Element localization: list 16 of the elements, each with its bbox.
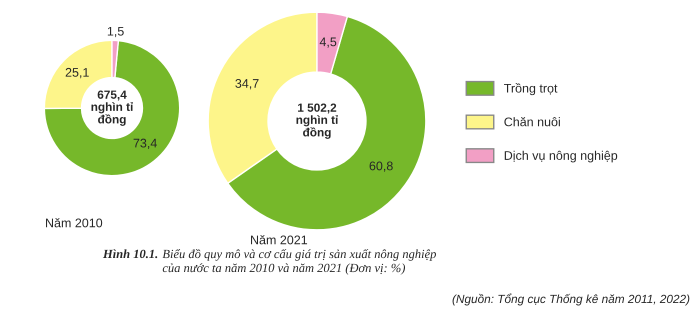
text: Hình 10.1. [102, 249, 158, 258]
data-label: 25,1 [66, 68, 89, 78]
text: Năm 2021 [251, 235, 308, 244]
data-label: 4,5 [320, 38, 336, 48]
legend-label: Trồng trọt [504, 82, 558, 96]
text: 675,4 nghìn tỉ đồng [91, 90, 134, 126]
text: 1 502,2 nghìn tỉ đồng [296, 103, 338, 139]
data-label: 1,5 [108, 26, 124, 38]
data-label: 60,8 [370, 161, 393, 172]
text: Năm 2010 [46, 218, 102, 228]
text: (Nguồn: Tổng cục Thống kê năm 2011, 2022) [452, 293, 690, 306]
legend-label: Chăn nuôi [504, 116, 560, 126]
legend-label: Dịch vụ nông nghiệp [504, 150, 618, 162]
data-label: 34,7 [235, 79, 259, 90]
text: Biểu đồ quy mô và cơ cấu giá trị sản xuất nông nghiệp của nước ta năm 2010 và năm 2021 (Đơn vị: %) [162, 249, 436, 275]
data-label: 73,4 [134, 138, 157, 150]
